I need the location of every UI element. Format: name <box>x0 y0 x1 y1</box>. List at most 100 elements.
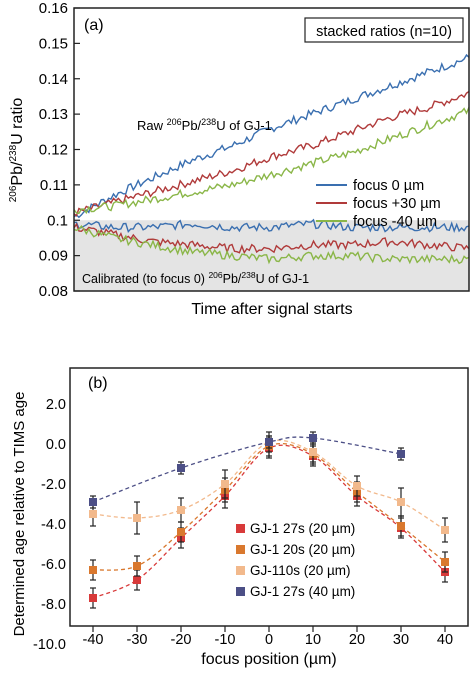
point-marker <box>441 526 449 534</box>
legend-label-gj-1-20s-20-m: GJ-1 20s (20 µm) <box>250 542 355 557</box>
point-marker <box>397 498 405 506</box>
legend-label-focus-40-m: focus -40 µm <box>353 214 437 230</box>
stacked-ratios-box <box>304 17 464 43</box>
panel-a-y-tick-label: 0.1 <box>47 212 68 229</box>
data-point-gj-1-27s-40-m <box>177 461 185 475</box>
raw-annotation: Raw 206Pb/238U of GJ-1 <box>137 117 272 133</box>
point-marker <box>89 594 97 602</box>
point-marker <box>309 448 317 456</box>
point-marker <box>221 480 229 488</box>
panel-b-x-tick-label: 10 <box>305 632 321 648</box>
panel-a-y-tick-label: 0.09 <box>39 248 68 265</box>
data-point-gj-110s-20-m <box>221 469 229 499</box>
legend-label-gj-1-27s-40-m: GJ-1 27s (40 µm) <box>250 584 355 599</box>
fit-curve-gj-1-27s-40-m <box>92 436 402 503</box>
panel-a-label: (a) <box>84 17 104 34</box>
panel-b-x-tick-label: -30 <box>127 632 148 648</box>
data-point-gj-1-27s-40-m <box>397 447 405 461</box>
panel-b-y-axis-label: Determined age relative to TIMS age <box>11 392 28 637</box>
data-point-gj-1-20s-20-m <box>89 559 97 581</box>
legend-label-gj-110s-20-m: GJ-110s (20 µm) <box>250 563 351 578</box>
panel-b-y-tick-label: -4.0 <box>41 517 66 533</box>
point-marker <box>309 434 317 442</box>
data-point-gj-110s-20-m <box>397 487 405 517</box>
panel-b-x-tick-label: -40 <box>83 632 104 648</box>
fit-curve-gj-1-20s-20-m <box>92 442 446 571</box>
panel-b-y-tick-label: -8.0 <box>41 597 66 613</box>
data-point-gj-1-27s-40-m <box>89 495 97 509</box>
point-marker <box>177 528 185 536</box>
panel-a-y-tick-label: 0.14 <box>39 71 68 88</box>
calibrated-annotation: Calibrated (to focus 0) 206Pb/238U of GJ… <box>82 270 309 286</box>
panel-b-x-tick-label: -20 <box>171 632 192 648</box>
panel-b-y-ticks: 2.0 0.0 -2.0 -4.0 -6.0 -8.0 -10.0 <box>33 397 66 653</box>
panel-b-x-tick-label: 30 <box>393 632 409 648</box>
panel-a-y-tick-label: 0.12 <box>39 142 68 159</box>
panel-b-y-tick-label: -10.0 <box>33 637 66 653</box>
line-calibrated-focus-0-m <box>73 218 470 233</box>
line-raw-focus-0-m <box>73 53 470 219</box>
line-calibrated-focus-40-m <box>73 224 470 265</box>
point-marker <box>177 464 185 472</box>
point-marker <box>397 450 405 458</box>
point-marker <box>89 566 97 574</box>
panel-a-series-lines <box>73 53 470 265</box>
point-marker <box>177 506 185 514</box>
panel-a-y-tick-label: 0.16 <box>39 0 68 17</box>
panel-a: 0.080.090.10.110.120.130.140.150.16 (a) … <box>8 0 470 318</box>
panel-a-shaded-band <box>74 220 469 291</box>
point-marker <box>89 498 97 506</box>
data-point-gj-1-20s-20-m <box>441 551 449 573</box>
legend-label-focus-0-m: focus 0 µm <box>353 178 424 194</box>
panel-a-y-axis-label: 206Pb/238U ratio <box>8 98 26 203</box>
panel-b-data-points <box>89 431 449 609</box>
point-marker <box>353 482 361 490</box>
point-marker <box>441 558 449 566</box>
panel-b-y-tick-label: 0.0 <box>46 437 66 453</box>
panel-b-y-tick-label: -6.0 <box>41 557 66 573</box>
panel-b-x-ticks: -40 -30 -20 -10 0 10 20 30 40 <box>83 626 453 648</box>
point-marker <box>89 510 97 518</box>
data-point-gj-1-27s-40-m <box>309 431 317 445</box>
fit-curve-gj-110s-20-m <box>92 439 446 531</box>
point-marker <box>265 438 273 446</box>
point-marker <box>133 576 141 584</box>
panel-b-x-axis-label: focus position (µm) <box>201 651 336 668</box>
data-point-gj-1-27s-40-m <box>265 435 273 449</box>
panel-a-x-axis-label: Time after signal starts <box>191 301 352 318</box>
panel-b-legend: GJ-1 27s (20 µm) GJ-1 20s (20 µm) GJ-110s … <box>236 521 355 599</box>
panel-a-y-tick-label: 0.15 <box>39 35 68 52</box>
panel-b-x-tick-label: 40 <box>437 632 453 648</box>
panel-a-legend: focus 0 µm focus +30 µm focus -40 µm <box>316 178 441 230</box>
stacked-ratios-label: stacked ratios (n=10) <box>316 24 452 40</box>
legend-marker-gj-1-27s-20-m <box>236 524 245 533</box>
point-marker <box>397 522 405 530</box>
data-point-gj-1-20s-20-m <box>397 515 405 537</box>
point-marker <box>133 562 141 570</box>
legend-marker-gj-1-20s-20-m <box>236 545 245 554</box>
legend-marker-gj-1-27s-40-m <box>236 587 245 596</box>
data-point-gj-1-20s-20-m <box>133 555 141 577</box>
point-marker <box>133 514 141 522</box>
panel-b-x-tick-label: 20 <box>349 632 365 648</box>
line-calibrated-focus-30-m <box>73 222 470 255</box>
legend-label-focus-30-m: focus +30 µm <box>353 196 441 212</box>
panel-a-y-tick-label: 0.13 <box>39 106 68 123</box>
data-point-gj-1-27s-20-m <box>89 587 97 609</box>
data-point-gj-110s-20-m <box>133 501 141 535</box>
line-raw-focus-30-m <box>73 90 470 217</box>
legend-label-gj-1-27s-20-m: GJ-1 27s (20 µm) <box>250 521 355 536</box>
data-point-gj-110s-20-m <box>441 517 449 543</box>
panel-a-y-ticks: 0.08 0.09 0.1 0.11 0.12 0.13 0.14 0.15 0.16 <box>39 0 80 300</box>
data-point-gj-110s-20-m <box>177 497 185 523</box>
panel-b-x-tick-label: 0 <box>265 632 273 648</box>
panel-b-y-tick-label: 2.0 <box>46 397 66 413</box>
line-raw-focus-40-m <box>73 107 470 215</box>
panel-b-label: (b) <box>88 375 108 392</box>
panel-b: (b) 2.0 0.0 -2.0 -4.0 -6.0 -8.0 -10.0 -40 -30 -2… <box>11 367 469 668</box>
panel-a-y-tick-label: 0.08 <box>39 283 68 300</box>
panel-b-y-tick-label: -2.0 <box>41 477 66 493</box>
panel-b-x-tick-label: -10 <box>215 632 236 648</box>
data-point-gj-110s-20-m <box>353 475 361 497</box>
